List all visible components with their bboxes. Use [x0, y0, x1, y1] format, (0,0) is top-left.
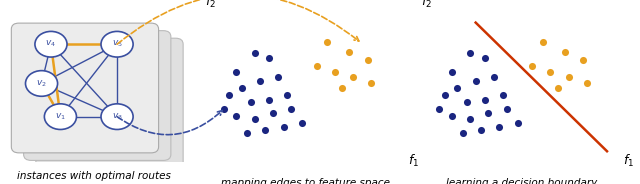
- Point: [231, 70, 241, 73]
- FancyBboxPatch shape: [24, 31, 171, 160]
- Point: [260, 129, 271, 132]
- Text: $f_1$: $f_1$: [623, 153, 634, 169]
- Point: [297, 122, 307, 125]
- Text: $f_1$: $f_1$: [408, 153, 419, 169]
- Point: [255, 80, 265, 83]
- Point: [362, 59, 372, 62]
- Point: [286, 108, 296, 111]
- Point: [538, 41, 548, 44]
- Text: $v_{1}$: $v_{1}$: [55, 111, 66, 122]
- Text: instances with optimal routes: instances with optimal routes: [17, 171, 172, 181]
- Point: [483, 112, 493, 115]
- Point: [312, 64, 322, 67]
- Circle shape: [101, 31, 133, 57]
- Circle shape: [26, 71, 58, 96]
- FancyBboxPatch shape: [36, 38, 183, 168]
- Point: [282, 94, 292, 97]
- Point: [224, 94, 234, 97]
- Point: [246, 101, 256, 104]
- Text: $v_{5}$: $v_{5}$: [111, 39, 122, 49]
- Point: [447, 115, 457, 118]
- Point: [480, 56, 490, 59]
- Point: [527, 64, 538, 67]
- Text: learning a decision boundary: learning a decision boundary: [445, 178, 597, 184]
- Point: [476, 129, 486, 132]
- Point: [242, 132, 252, 135]
- Point: [264, 56, 275, 59]
- Point: [553, 87, 563, 90]
- Point: [564, 76, 574, 79]
- Point: [578, 59, 588, 62]
- Point: [278, 126, 289, 129]
- Point: [250, 52, 260, 55]
- Point: [440, 94, 450, 97]
- Point: [560, 50, 570, 53]
- Point: [465, 118, 476, 121]
- Text: $v_{4}$: $v_{4}$: [45, 39, 56, 49]
- Text: $v_{2}$: $v_{2}$: [36, 78, 47, 89]
- Circle shape: [35, 31, 67, 57]
- Point: [273, 76, 284, 79]
- Point: [502, 108, 512, 111]
- Point: [489, 76, 499, 79]
- Point: [452, 87, 463, 90]
- Point: [231, 115, 241, 118]
- Point: [264, 98, 275, 101]
- Point: [513, 122, 523, 125]
- Point: [268, 112, 278, 115]
- Circle shape: [44, 104, 76, 130]
- Point: [348, 76, 358, 79]
- Circle shape: [101, 104, 133, 130]
- Point: [323, 41, 333, 44]
- Point: [582, 81, 592, 84]
- Point: [494, 126, 504, 129]
- Text: $v_{3}$: $v_{3}$: [111, 111, 122, 122]
- Point: [344, 50, 355, 53]
- Point: [498, 94, 508, 97]
- Text: $f_2$: $f_2$: [205, 0, 216, 10]
- Point: [237, 87, 247, 90]
- Point: [545, 70, 556, 73]
- Point: [480, 98, 490, 101]
- Text: $f_2$: $f_2$: [421, 0, 432, 10]
- Point: [330, 70, 340, 73]
- Point: [366, 81, 376, 84]
- Point: [458, 132, 468, 135]
- Text: mapping edges to feature space: mapping edges to feature space: [221, 178, 390, 184]
- Point: [461, 101, 472, 104]
- Point: [434, 108, 444, 111]
- Point: [447, 70, 457, 73]
- Point: [470, 80, 481, 83]
- Point: [337, 87, 347, 90]
- Point: [218, 108, 228, 111]
- FancyBboxPatch shape: [12, 23, 159, 153]
- Point: [465, 52, 476, 55]
- Point: [250, 118, 260, 121]
